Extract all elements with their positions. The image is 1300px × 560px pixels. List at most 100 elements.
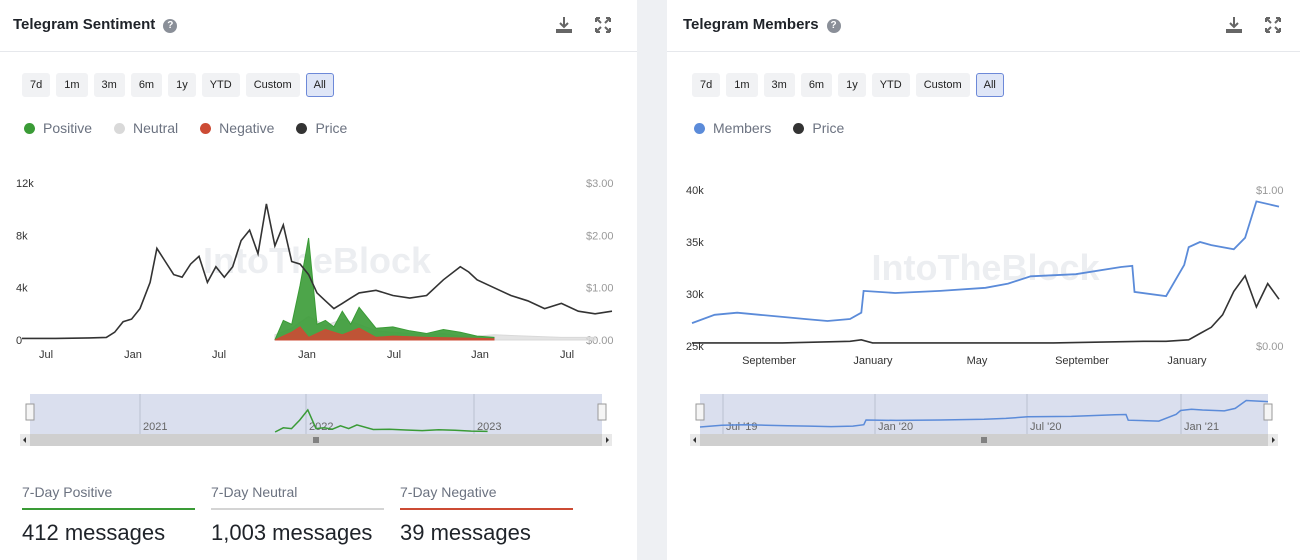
range-selector: 7d 1m 3m 6m 1y YTD Custom All: [692, 73, 1004, 97]
range-selector: 7d 1m 3m 6m 1y YTD Custom All: [22, 73, 334, 97]
stat-label: 7-Day Neutral: [211, 484, 384, 510]
question-circle-icon[interactable]: ?: [827, 19, 841, 33]
y-right-tick-label: $0.00: [586, 335, 614, 347]
x-tick-label: May: [967, 355, 988, 367]
range-button-ytd[interactable]: YTD: [202, 73, 240, 97]
x-tick-label: Jan: [124, 349, 142, 361]
expand-icon[interactable]: [592, 14, 614, 36]
stat-value: 412 messages: [22, 520, 195, 546]
range-button-all[interactable]: All: [306, 73, 334, 97]
range-button-7d[interactable]: 7d: [22, 73, 50, 97]
stat-card: 7-Day Negative 39 messages: [400, 484, 573, 546]
members-chart: IntoTheBlock 25k 30k 35k 40k $0.00 $1.00 Septem…: [667, 168, 1300, 368]
stat-label: 7-Day Negative: [400, 484, 573, 510]
range-button-custom[interactable]: Custom: [916, 73, 970, 97]
range-button-1m[interactable]: 1m: [726, 73, 757, 97]
stat-card: 7-Day Neutral 1,003 messages: [211, 484, 384, 546]
y-left-tick-label: 0: [16, 335, 22, 347]
navigator-tick-label: 2021: [143, 421, 167, 433]
y-right-tick-label: $0.00: [1256, 341, 1284, 353]
legend-item-positive[interactable]: Positive: [24, 120, 92, 136]
legend-label: Price: [315, 120, 347, 136]
stat-label: 7-Day Positive: [22, 484, 195, 510]
download-icon[interactable]: [553, 14, 575, 36]
range-button-custom[interactable]: Custom: [246, 73, 300, 97]
watermark-logo: IntoTheBlock: [203, 240, 432, 281]
navigator[interactable]: 2021 2022 2023: [0, 392, 637, 452]
navigator-handle[interactable]: [696, 404, 704, 420]
legend-item-price[interactable]: Price: [296, 120, 347, 136]
telegram-members-panel: Telegram Members? 7d 1m 3m 6m 1y YTD Custom All…: [667, 0, 1300, 560]
legend-item-members[interactable]: Members: [694, 120, 771, 136]
y-left-tick-label: 30k: [686, 289, 704, 301]
y-right-tick-label: $1.00: [586, 283, 614, 295]
navigator-handle[interactable]: [1264, 404, 1272, 420]
chart-legend: Positive Neutral Negative Price: [24, 120, 347, 136]
stat-value: 39 messages: [400, 520, 573, 546]
legend-dot-icon: [24, 123, 35, 134]
navigator-tick-label: Jul '20: [1030, 421, 1061, 433]
seven-day-stats: 7-Day Positive 412 messages 7-Day Neutral 1…: [22, 484, 573, 546]
sentiment-chart: IntoTheBlock 0 4k 8k 12k $0.00 $1.00 $2.00 $3.00…: [0, 168, 637, 383]
legend-label: Positive: [43, 120, 92, 136]
legend-item-neutral[interactable]: Neutral: [114, 120, 178, 136]
legend-dot-icon: [793, 123, 804, 134]
navigator-handle[interactable]: [598, 404, 606, 420]
navigator-selection[interactable]: [700, 394, 1268, 434]
y-left-tick-label: 4k: [16, 283, 28, 295]
panel-title: Telegram Members?: [683, 16, 841, 33]
range-button-ytd[interactable]: YTD: [872, 73, 910, 97]
range-button-6m[interactable]: 6m: [131, 73, 162, 97]
legend-dot-icon: [694, 123, 705, 134]
range-button-all[interactable]: All: [976, 73, 1004, 97]
range-button-7d[interactable]: 7d: [692, 73, 720, 97]
x-tick-label: Jul: [387, 349, 401, 361]
legend-dot-icon: [296, 123, 307, 134]
x-tick-label: September: [1055, 355, 1109, 367]
navigator-tick-label: Jul '19: [726, 421, 757, 433]
stat-value: 1,003 messages: [211, 520, 384, 546]
panel-divider: [637, 0, 667, 560]
telegram-sentiment-panel: Telegram Sentiment? 7d 1m 3m 6m 1y YTD Custom A…: [0, 0, 637, 560]
y-right-tick-label: $1.00: [1256, 185, 1284, 197]
legend-label: Price: [812, 120, 844, 136]
x-tick-label: January: [1167, 355, 1207, 367]
x-tick-label: September: [742, 355, 796, 367]
y-left-tick-label: 12k: [16, 178, 34, 190]
y-right-tick-label: $2.00: [586, 230, 614, 242]
y-left-tick-label: 35k: [686, 237, 704, 249]
legend-label: Members: [713, 120, 771, 136]
y-left-tick-label: 8k: [16, 230, 28, 242]
range-button-1y[interactable]: 1y: [838, 73, 866, 97]
panel-header: Telegram Sentiment?: [0, 0, 637, 52]
navigator-tick-label: Jan '20: [878, 421, 913, 433]
y-left-tick-label: 40k: [686, 185, 704, 197]
navigator[interactable]: Jul '19 Jan '20 Jul '20 Jan '21: [667, 392, 1300, 452]
navigator-handle[interactable]: [26, 404, 34, 420]
panel-header: Telegram Members?: [667, 0, 1300, 52]
stat-card: 7-Day Positive 412 messages: [22, 484, 195, 546]
x-tick-label: Jan: [298, 349, 316, 361]
range-button-1m[interactable]: 1m: [56, 73, 87, 97]
x-tick-label: Jan: [471, 349, 489, 361]
expand-icon[interactable]: [1262, 14, 1284, 36]
legend-item-negative[interactable]: Negative: [200, 120, 274, 136]
x-tick-label: January: [853, 355, 893, 367]
legend-label: Negative: [219, 120, 274, 136]
range-button-3m[interactable]: 3m: [764, 73, 795, 97]
watermark-logo: IntoTheBlock: [871, 247, 1100, 288]
legend-label: Neutral: [133, 120, 178, 136]
x-tick-label: Jul: [212, 349, 226, 361]
navigator-tick-label: Jan '21: [1184, 421, 1219, 433]
question-circle-icon[interactable]: ?: [163, 19, 177, 33]
download-icon[interactable]: [1223, 14, 1245, 36]
legend-dot-icon: [200, 123, 211, 134]
chart-legend: Members Price: [694, 120, 844, 136]
range-button-1y[interactable]: 1y: [168, 73, 196, 97]
panel-title: Telegram Sentiment?: [13, 16, 177, 33]
range-button-6m[interactable]: 6m: [801, 73, 832, 97]
range-button-3m[interactable]: 3m: [94, 73, 125, 97]
x-tick-label: Jul: [560, 349, 574, 361]
legend-item-price[interactable]: Price: [793, 120, 844, 136]
x-tick-label: Jul: [39, 349, 53, 361]
